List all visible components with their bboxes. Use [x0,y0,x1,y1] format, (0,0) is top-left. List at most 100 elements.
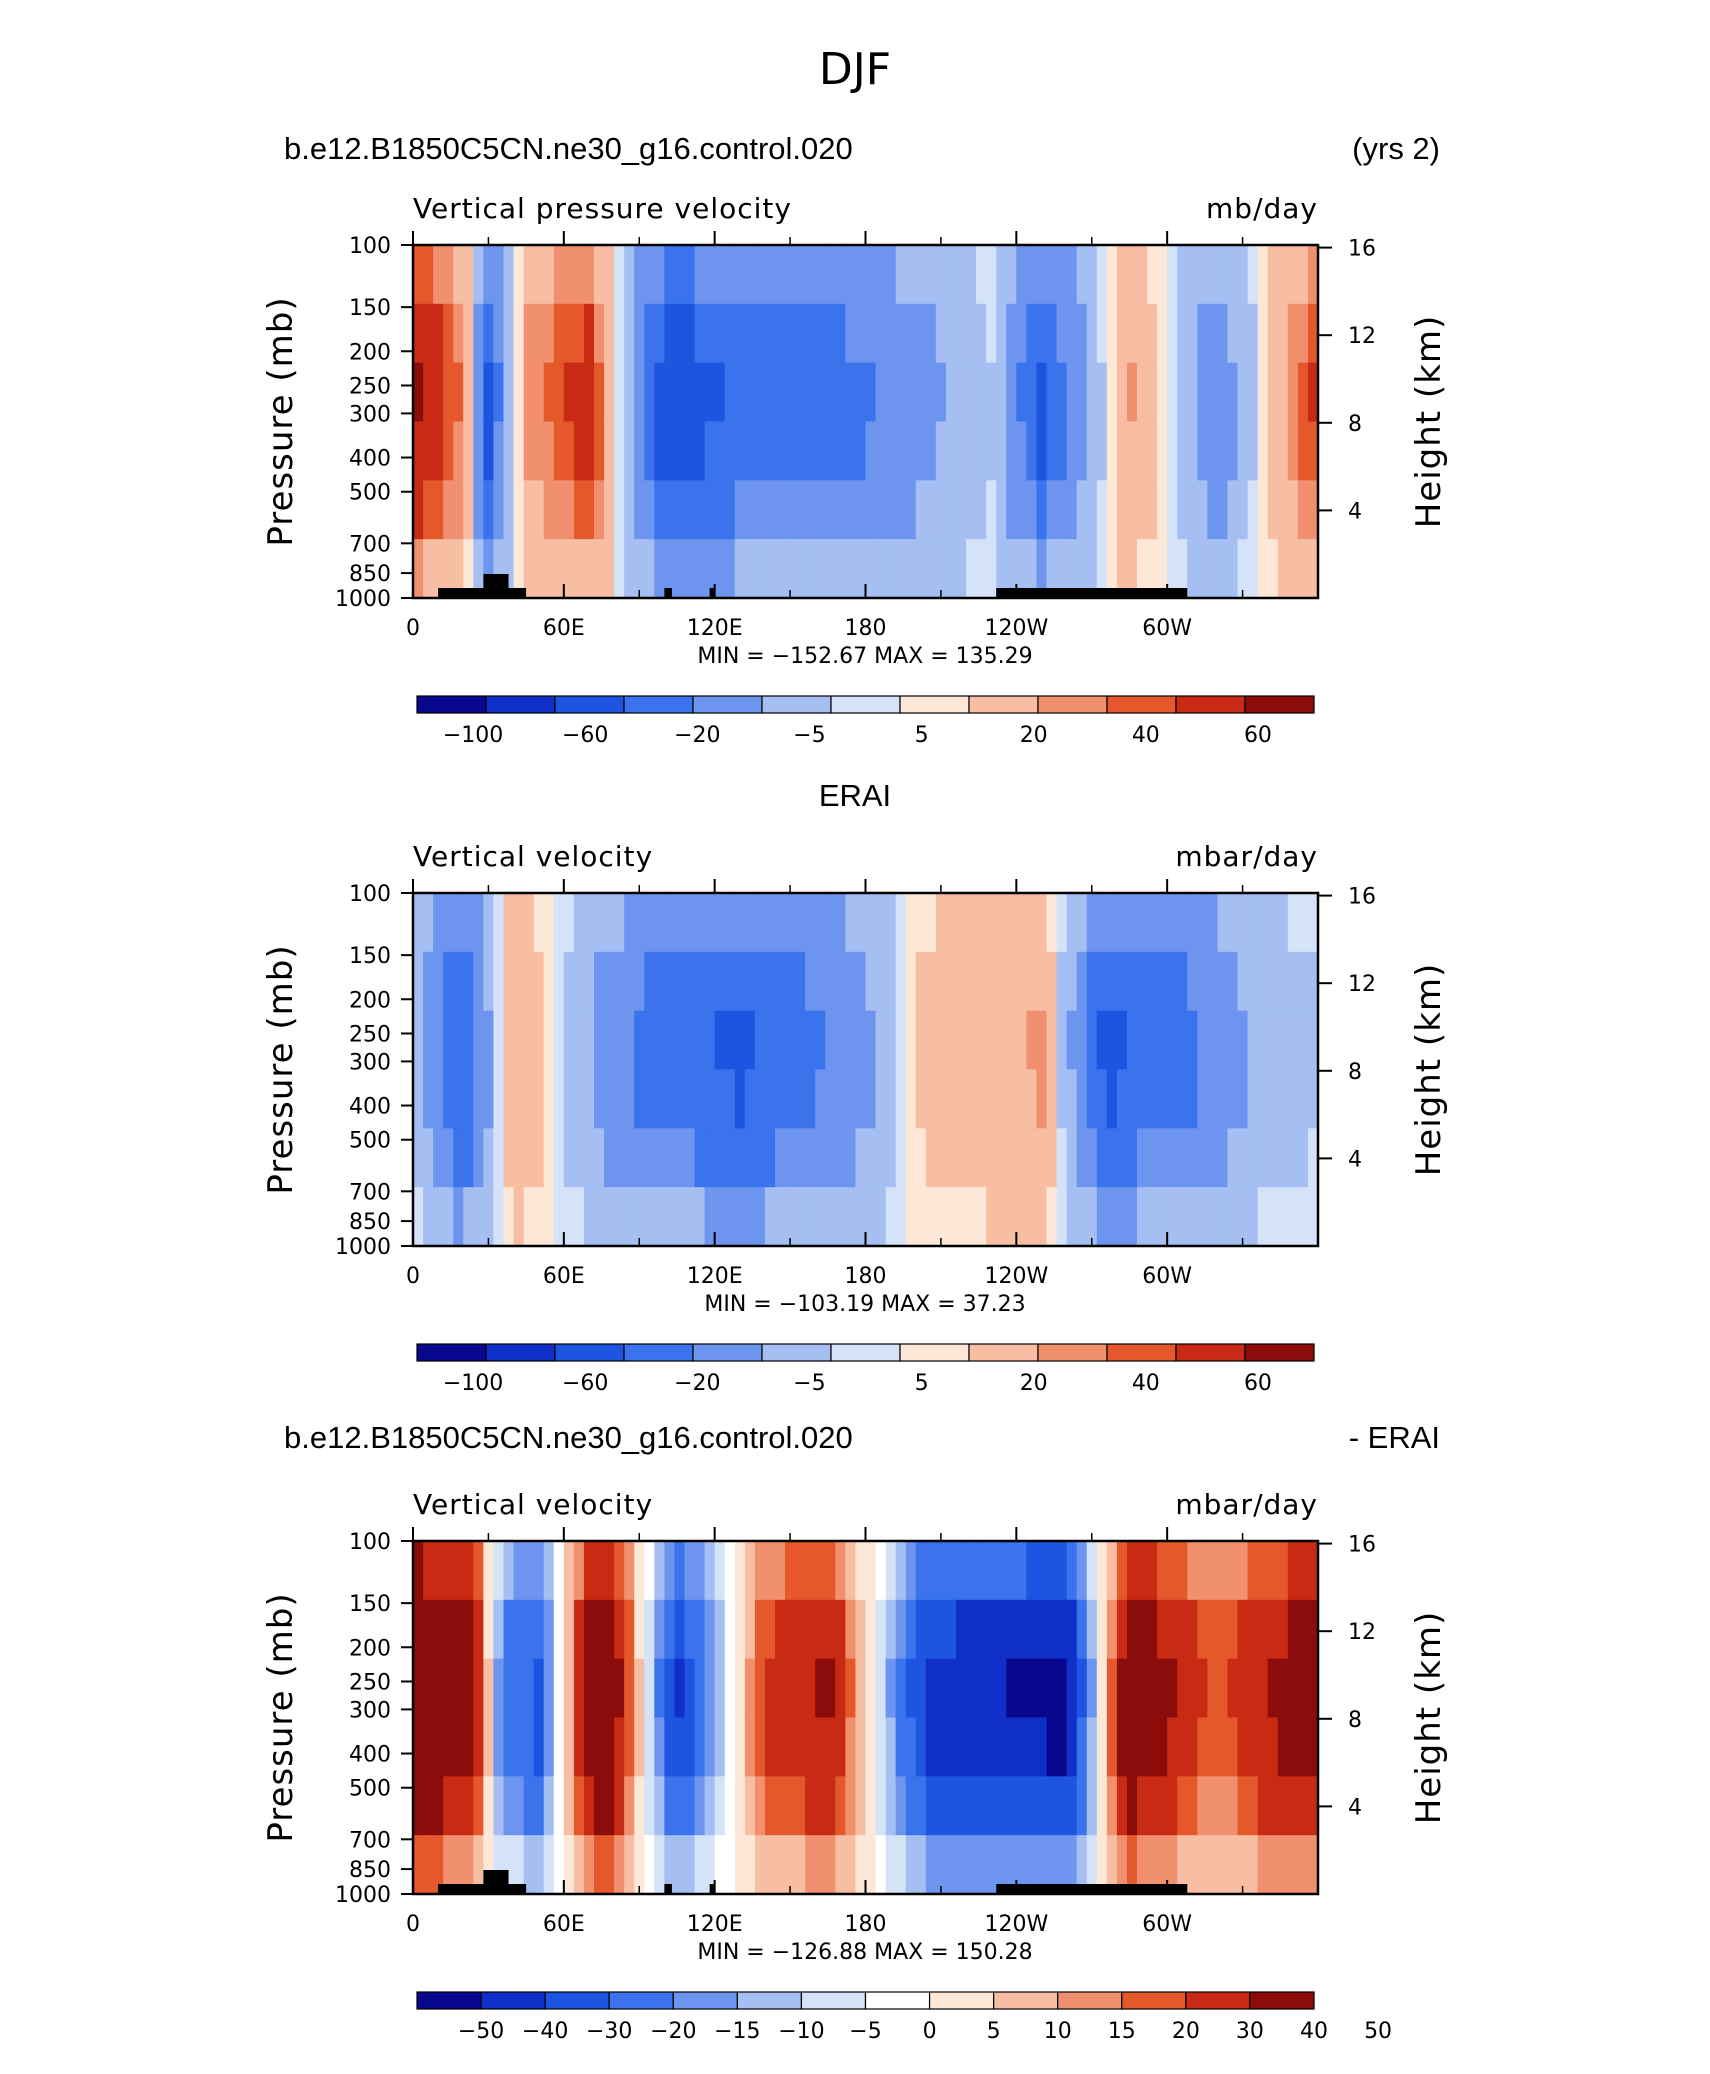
field-cell [795,1717,806,1777]
field-cell [1187,1187,1198,1247]
field-cell [905,1187,917,1247]
field-cell [644,421,655,481]
field-cell [785,303,796,364]
field-cell [1177,1069,1188,1129]
field-cell [996,539,1007,599]
field-cell [1237,1717,1249,1777]
field-cell [1257,539,1269,599]
field-cell [986,480,997,540]
field-cell [523,303,535,364]
field-cell [925,951,937,1012]
field-cell [744,245,756,305]
field-cell [915,480,927,540]
field-cell [1287,1128,1299,1188]
field-cell [1086,1717,1098,1777]
field-cell [1016,1187,1027,1247]
field-cell [1197,1187,1208,1247]
field-cell [1066,245,1078,305]
field-cell [1247,539,1259,599]
field-cell [654,245,665,305]
field-cell [553,1658,565,1719]
field-cell [1066,1835,1078,1895]
field-cell [674,1776,686,1836]
field-cell [684,303,696,364]
field-cell [694,421,706,481]
field-cell [855,1658,867,1719]
field-cell [815,951,826,1012]
field-cell [483,362,495,423]
colorbar-swatch [1106,1343,1177,1362]
lon-tick-label: 60E [543,1912,585,1937]
field-cell [795,480,806,540]
field-cell [956,245,967,305]
colorbar-label: 5 [915,723,929,748]
field-cell [1056,539,1068,599]
field-cell [1016,1541,1027,1601]
field-cell [453,1187,464,1247]
field-cell [805,1541,816,1601]
field-cell [583,893,595,953]
field-cell [744,1128,756,1188]
field-cell [845,480,857,540]
field-cell [1177,1835,1188,1895]
field-cell [654,1658,665,1719]
field-cell [453,1658,464,1719]
field-cell [1227,1717,1239,1777]
field-cell [594,1128,605,1188]
field-cell [1106,893,1118,953]
field-cell [835,893,846,953]
field-cell [1157,1599,1168,1660]
field-cell [885,1835,897,1895]
field-cell [865,1717,877,1777]
field-cell [1036,421,1048,481]
field-cell [513,1599,525,1660]
field-cell [654,1776,665,1836]
field-cell [523,1717,535,1777]
field-cell [594,539,605,599]
field-cell [1116,1541,1128,1601]
field-cell [976,421,987,481]
field-cell [785,1658,796,1719]
field-cell [1086,1010,1098,1071]
field-cell [1006,893,1017,953]
field-cell [875,1069,887,1129]
field-cell [1147,539,1158,599]
field-cell [1237,1069,1249,1129]
field-cell [1227,951,1239,1012]
field-cell [1116,1717,1128,1777]
field-cell [443,1717,454,1777]
field-cell [1157,1128,1168,1188]
field-cell [563,303,575,364]
field-cell [724,480,736,540]
field-cell [795,539,806,599]
field-cell [694,1010,706,1071]
field-cell [583,303,595,364]
field-cell [463,1658,474,1719]
field-cell [966,1128,977,1188]
field-cell [1307,1187,1319,1247]
field-cell [976,893,987,953]
field-cell [1086,1776,1098,1836]
field-cell [1147,1128,1158,1188]
field-cell [945,1717,957,1777]
field-cell [895,893,907,953]
field-cell [543,480,555,540]
field-cell [785,1599,796,1660]
panel3-case-title: b.e12.B1850C5CN.ne30_g16.control.020 [284,1420,853,1455]
field-cell [1177,951,1188,1012]
field-cell [644,539,655,599]
pressure-tick-label: 200 [349,1636,391,1661]
field-cell [634,1776,645,1836]
field-cell [885,1010,897,1071]
field-cell [624,1187,635,1247]
field-cell [764,1717,776,1777]
field-cell [1217,1187,1229,1247]
field-cell [543,245,555,305]
field-cell [945,951,957,1012]
field-cell [775,893,786,953]
field-cell [875,1658,887,1719]
field-cell [754,1717,766,1777]
colorbar-swatch [1037,695,1108,714]
field-cell [905,1717,917,1777]
field-cell [704,362,716,423]
